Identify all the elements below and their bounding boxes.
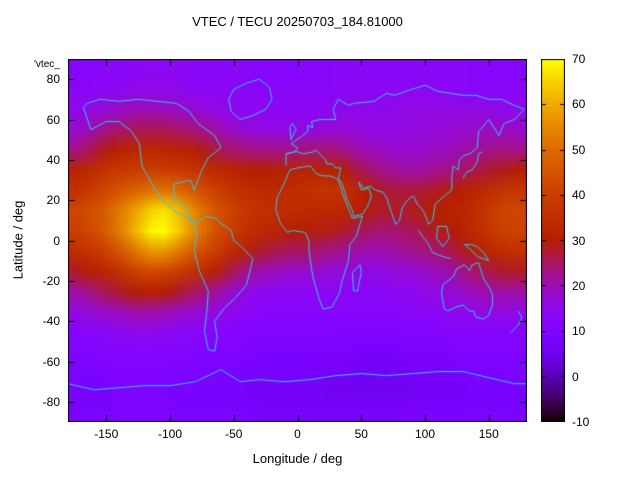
y-tick-label: 20: [46, 193, 60, 208]
colorbar-canvas: [541, 59, 565, 422]
x-tick-label: -150: [94, 427, 119, 441]
x-tick-label: -50: [225, 427, 243, 441]
chart-title: VTEC / TECU 20250703_184.81000: [192, 14, 403, 29]
y-tick-label: 80: [46, 72, 60, 87]
x-tick-label: 150: [478, 427, 499, 441]
colorbar-tick-label: 10: [572, 324, 586, 339]
colorbar-tick-label: 40: [572, 188, 586, 203]
colorbar-tick-label: 30: [572, 233, 586, 248]
x-tick-label: 50: [354, 427, 368, 441]
key-label: 'vtec_: [34, 59, 60, 70]
colorbar-tick-label: 60: [572, 97, 586, 112]
y-tick-label: -80: [42, 394, 60, 409]
x-tick-label: -100: [157, 427, 183, 441]
colorbar-tick-label: 0: [572, 369, 579, 384]
y-tick-label: 60: [46, 112, 60, 127]
heatmap-canvas: [68, 59, 527, 422]
x-axis-label: Longitude / deg: [252, 451, 343, 466]
x-tick-label: 0: [294, 427, 301, 441]
y-tick-label: -40: [42, 314, 60, 329]
colorbar-tick-label: -10: [572, 415, 590, 429]
y-tick-label: 0: [53, 233, 60, 248]
colorbar-tick-label: 20: [572, 278, 586, 293]
y-axis-label: Latitude / deg: [10, 200, 26, 280]
y-tick-label: 40: [46, 152, 60, 167]
colorbar-tick-label: 50: [572, 142, 586, 157]
y-tick-label: -20: [42, 273, 60, 288]
colorbar-tick-label: 70: [572, 52, 586, 66]
x-tick-label: 100: [414, 427, 436, 441]
y-tick-label: -60: [42, 354, 60, 369]
